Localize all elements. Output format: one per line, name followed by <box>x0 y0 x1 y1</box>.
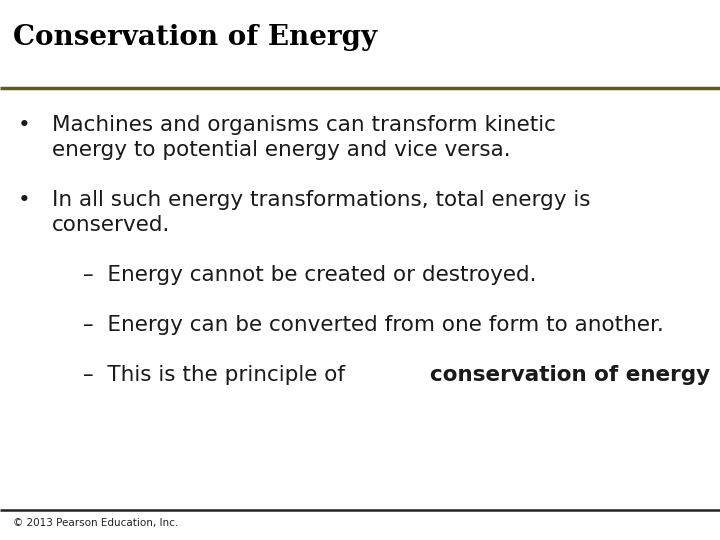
Text: •: • <box>18 190 31 210</box>
Text: Conservation of Energy: Conservation of Energy <box>13 24 377 51</box>
Text: –  Energy cannot be created or destroyed.: – Energy cannot be created or destroyed. <box>83 265 536 285</box>
Text: •: • <box>18 115 31 135</box>
Text: © 2013 Pearson Education, Inc.: © 2013 Pearson Education, Inc. <box>13 518 179 528</box>
Text: conservation of energy: conservation of energy <box>430 365 710 385</box>
Text: Machines and organisms can transform kinetic: Machines and organisms can transform kin… <box>52 115 556 135</box>
Text: –  Energy can be converted from one form to another.: – Energy can be converted from one form … <box>83 315 664 335</box>
Text: In all such energy transformations, total energy is: In all such energy transformations, tota… <box>52 190 590 210</box>
Text: conserved.: conserved. <box>52 215 170 235</box>
Text: energy to potential energy and vice versa.: energy to potential energy and vice vers… <box>52 140 510 160</box>
Text: –  This is the principle of: – This is the principle of <box>83 365 351 385</box>
